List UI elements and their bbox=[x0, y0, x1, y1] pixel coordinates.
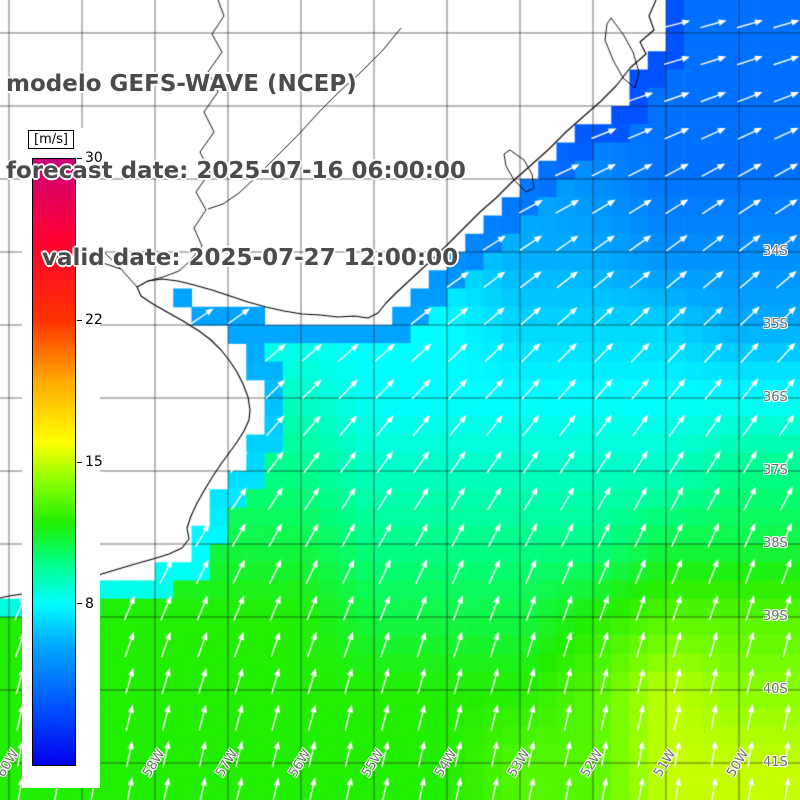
lat-tick-label: 39S bbox=[763, 609, 788, 624]
lat-tick-label: 35S bbox=[763, 317, 788, 332]
lat-tick-label: 37S bbox=[763, 463, 788, 478]
title-valid-date: valid date: 2025-07-27 12:00:00 bbox=[42, 245, 459, 271]
colorbar-tick: 8 bbox=[77, 596, 94, 612]
colorbar-unit-label: [m/s] bbox=[28, 130, 74, 149]
colorbar-tick-value: 8 bbox=[85, 595, 94, 612]
colorbar-tick-value: 15 bbox=[85, 454, 103, 470]
colorbar-gradient bbox=[32, 158, 76, 766]
colorbar-tick-mark bbox=[77, 157, 82, 159]
title-model-name: modelo GEFS-WAVE (NCEP) bbox=[6, 71, 357, 97]
colorbar-tick-mark bbox=[77, 319, 82, 321]
lat-tick-label: 36S bbox=[763, 390, 788, 405]
colorbar-tick: 15 bbox=[77, 454, 103, 470]
title-forecast-date: forecast date: 2025-07-16 06:00:00 bbox=[6, 158, 466, 184]
lat-tick-label: 34S bbox=[763, 244, 788, 259]
colorbar-tick: 22 bbox=[77, 312, 103, 328]
map-title: modelo GEFS-WAVE (NCEP) forecast date: 2… bbox=[6, 12, 466, 331]
colorbar-tick-value: 30 bbox=[85, 150, 103, 166]
lat-tick-label: 38S bbox=[763, 536, 788, 551]
lat-tick-label: 41S bbox=[763, 755, 788, 770]
colorbar-tick-value: 22 bbox=[85, 312, 103, 329]
lat-tick-label: 40S bbox=[763, 682, 788, 697]
colorbar: [m/s] 30 22 15 8 bbox=[22, 128, 103, 788]
colorbar-tick-mark bbox=[77, 603, 82, 605]
colorbar-tick: 30 bbox=[77, 150, 103, 166]
colorbar-tick-mark bbox=[77, 461, 82, 463]
